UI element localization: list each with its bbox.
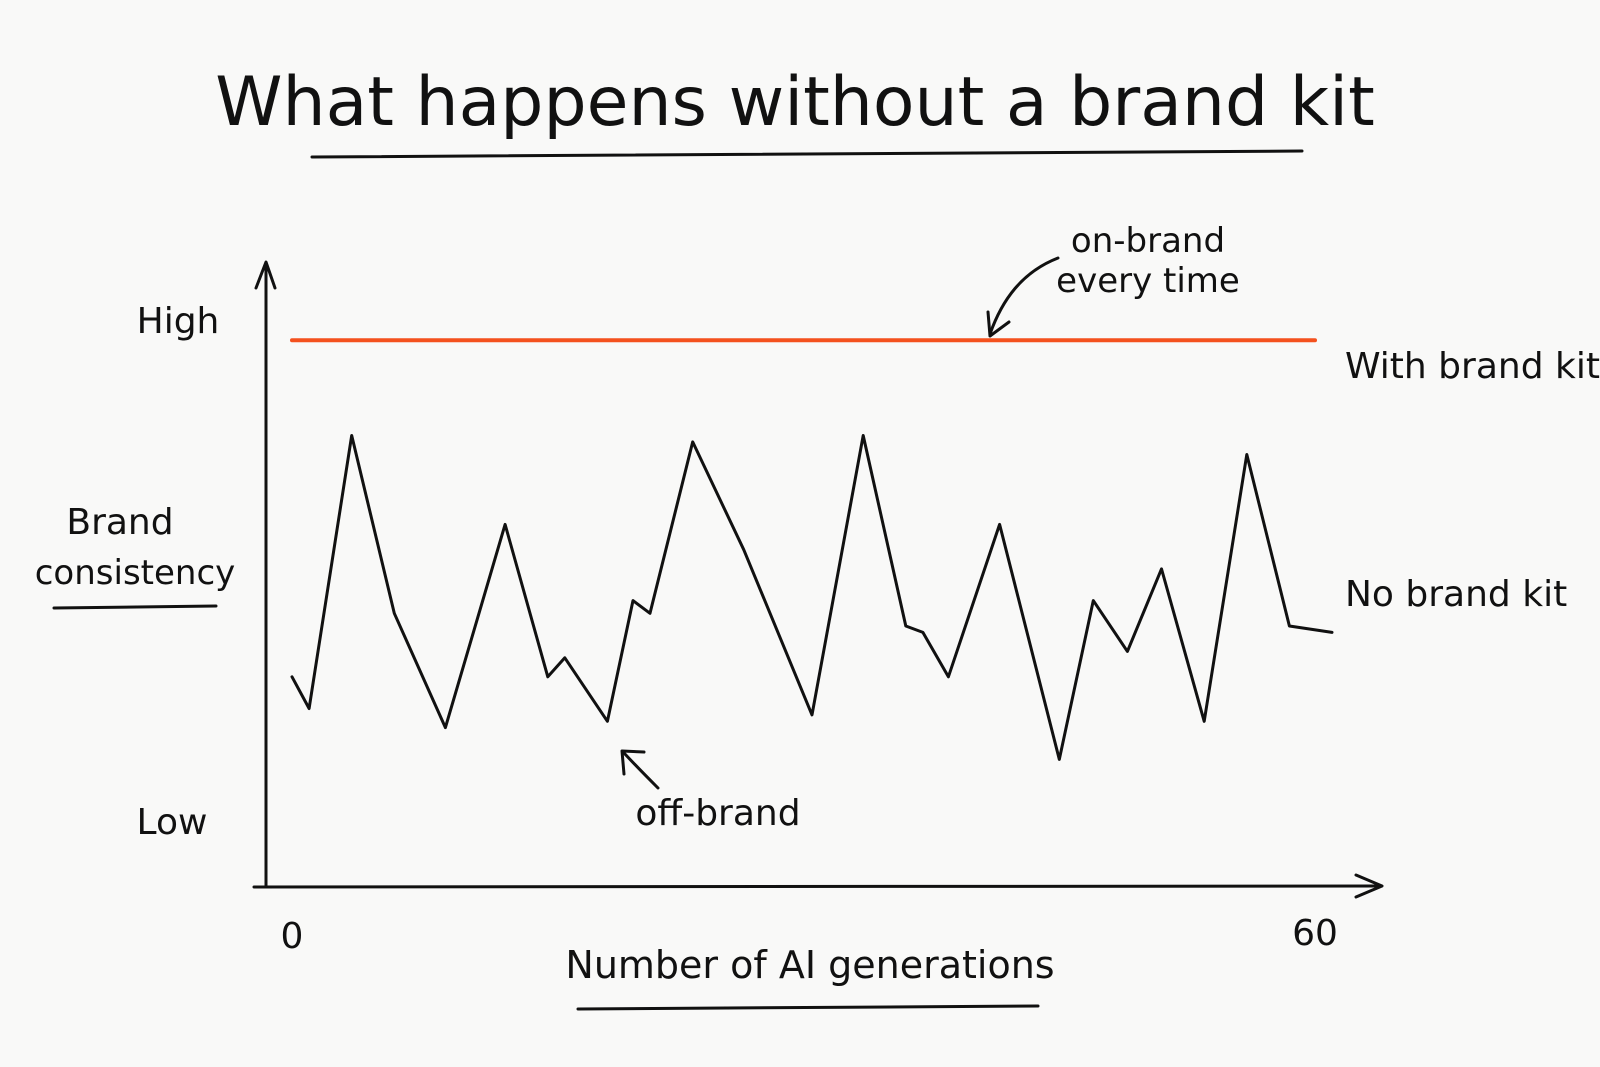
- chart-title: What happens without a brand kit: [215, 63, 1375, 142]
- annotation-on-brand-arrow-icon: [988, 256, 1060, 336]
- annotation-off-brand-text: off-brand: [635, 793, 800, 834]
- series-label-no-brand-kit: No brand kit: [1345, 574, 1567, 615]
- annotation-on-brand: on-brand every time: [986, 221, 1240, 338]
- annotation-on-brand-line-2: every time: [1056, 261, 1240, 301]
- annotation-on-brand-line-1: on-brand: [1071, 221, 1225, 261]
- annotation-off-brand: off-brand: [620, 749, 801, 834]
- x-axis: [252, 873, 1384, 899]
- x-tick-60: 60: [1292, 913, 1338, 954]
- y-axis-label: Brand consistency: [35, 502, 236, 610]
- y-label-line-2: consistency: [35, 553, 236, 593]
- y-axis-arrow-icon: [254, 260, 277, 290]
- y-tick-high: High: [137, 301, 220, 342]
- y-label-underline: [52, 604, 218, 610]
- title-underline: [310, 149, 1304, 159]
- series-label-with-brand-kit: With brand kit: [1345, 346, 1600, 387]
- x-axis-label: Number of AI generations: [565, 943, 1054, 987]
- y-tick-low: Low: [137, 802, 208, 843]
- y-label-line-1: Brand: [66, 502, 173, 543]
- annotation-off-brand-arrow-icon: [622, 751, 660, 790]
- y-axis: [254, 260, 277, 889]
- x-axis-arrow-icon: [1354, 873, 1384, 899]
- series-line-no-brand-kit: [290, 434, 1334, 761]
- x-tick-0: 0: [281, 916, 304, 957]
- x-label-underline: [576, 1004, 1040, 1011]
